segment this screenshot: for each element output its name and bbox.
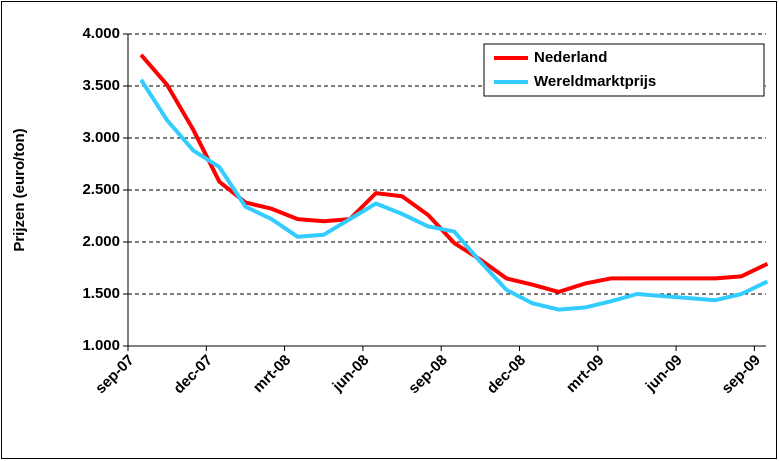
y-tick-label: 3.000 (82, 129, 120, 146)
y-tick-label: 4.000 (82, 25, 120, 42)
y-tick-label: 1.000 (82, 337, 120, 354)
legend-box (483, 43, 765, 97)
y-tick-label: 1.500 (82, 285, 120, 302)
legend-label: Wereldmarktprijs (534, 73, 656, 90)
y-tick-label: 3.500 (82, 77, 120, 94)
y-axis-label: Prijzen (euro/ton) (11, 128, 28, 251)
line-series (139, 53, 769, 294)
y-tick-label: 2.000 (82, 233, 120, 250)
legend-label: Nederland (534, 49, 607, 66)
y-tick-label: 2.500 (82, 181, 120, 198)
line-series (139, 78, 769, 312)
